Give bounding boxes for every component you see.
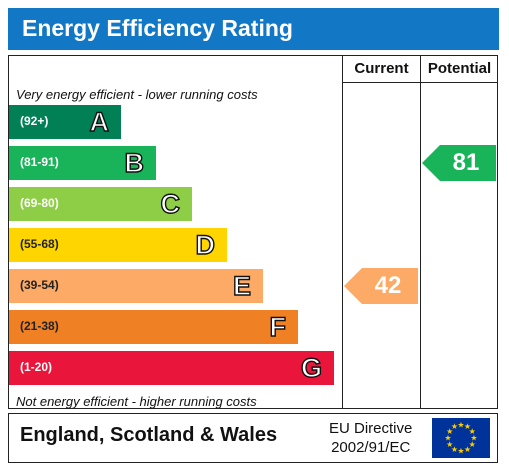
band-a: (92+) A xyxy=(9,105,121,139)
band-letter: B xyxy=(124,147,145,178)
rating-frame xyxy=(8,55,498,409)
potential-rating-arrow: 81 xyxy=(422,145,496,181)
caption-top: Very energy efficient - lower running co… xyxy=(16,87,258,102)
band-range: (39-54) xyxy=(20,278,59,292)
caption-bottom: Not energy efficient - higher running co… xyxy=(16,394,257,409)
directive-line-2: 2002/91/EC xyxy=(331,439,411,456)
current-rating-arrow: 42 xyxy=(344,268,418,304)
current-rating-value: 42 xyxy=(374,272,402,299)
flag-star: ★ xyxy=(451,422,458,431)
band-range: (55-68) xyxy=(20,237,59,251)
band-range: (81-91) xyxy=(20,155,59,169)
flag-star: ★ xyxy=(446,440,453,449)
flag-star: ★ xyxy=(469,440,476,449)
flag-star: ★ xyxy=(457,421,464,430)
band-letter: D xyxy=(195,229,216,260)
eu-flag-icon: ★ ★ ★ ★ ★ ★ ★ ★ ★ ★ ★ ★ xyxy=(432,418,490,458)
directive-line-1: EU Directive xyxy=(329,420,413,437)
band-f: (21-38) F xyxy=(9,310,298,344)
header-divider xyxy=(342,82,498,83)
band-range: (21-38) xyxy=(20,319,59,333)
flag-star: ★ xyxy=(457,447,464,456)
band-b: (81-91) B xyxy=(9,146,156,180)
flag-star: ★ xyxy=(464,422,471,431)
band-e: (39-54) E xyxy=(9,269,263,303)
footer: England, Scotland & Wales EU Directive 2… xyxy=(8,413,498,463)
band-letter: G xyxy=(300,352,322,383)
band-range: (69-80) xyxy=(20,196,59,210)
band-c: (69-80) C xyxy=(9,187,192,221)
potential-rating-value: 81 xyxy=(452,149,480,176)
band-d: (55-68) D xyxy=(9,228,227,262)
band-letter: E xyxy=(232,270,251,301)
flag-star: ★ xyxy=(451,445,458,454)
flag-star: ★ xyxy=(444,434,451,443)
band-letter: A xyxy=(89,106,110,137)
potential-column-header: Potential xyxy=(427,60,492,77)
band-range: (92+) xyxy=(20,114,49,128)
band-g: (1-20) G xyxy=(9,351,334,385)
page-title: Energy Efficiency Rating xyxy=(22,15,293,41)
flag-star: ★ xyxy=(464,445,471,454)
band-letter: C xyxy=(160,188,181,219)
footer-region: England, Scotland & Wales xyxy=(20,424,278,446)
eu-directive: EU Directive 2002/91/EC xyxy=(329,419,412,457)
flag-star: ★ xyxy=(469,427,476,436)
current-column-header: Current xyxy=(354,60,409,77)
column-divider-potential xyxy=(420,55,421,409)
band-range: (1-20) xyxy=(20,360,53,374)
title-bar: Energy Efficiency Rating xyxy=(8,8,499,50)
band-letter: F xyxy=(269,311,287,342)
flag-star: ★ xyxy=(470,434,477,443)
column-divider-current xyxy=(342,55,343,409)
flag-star: ★ xyxy=(446,427,453,436)
